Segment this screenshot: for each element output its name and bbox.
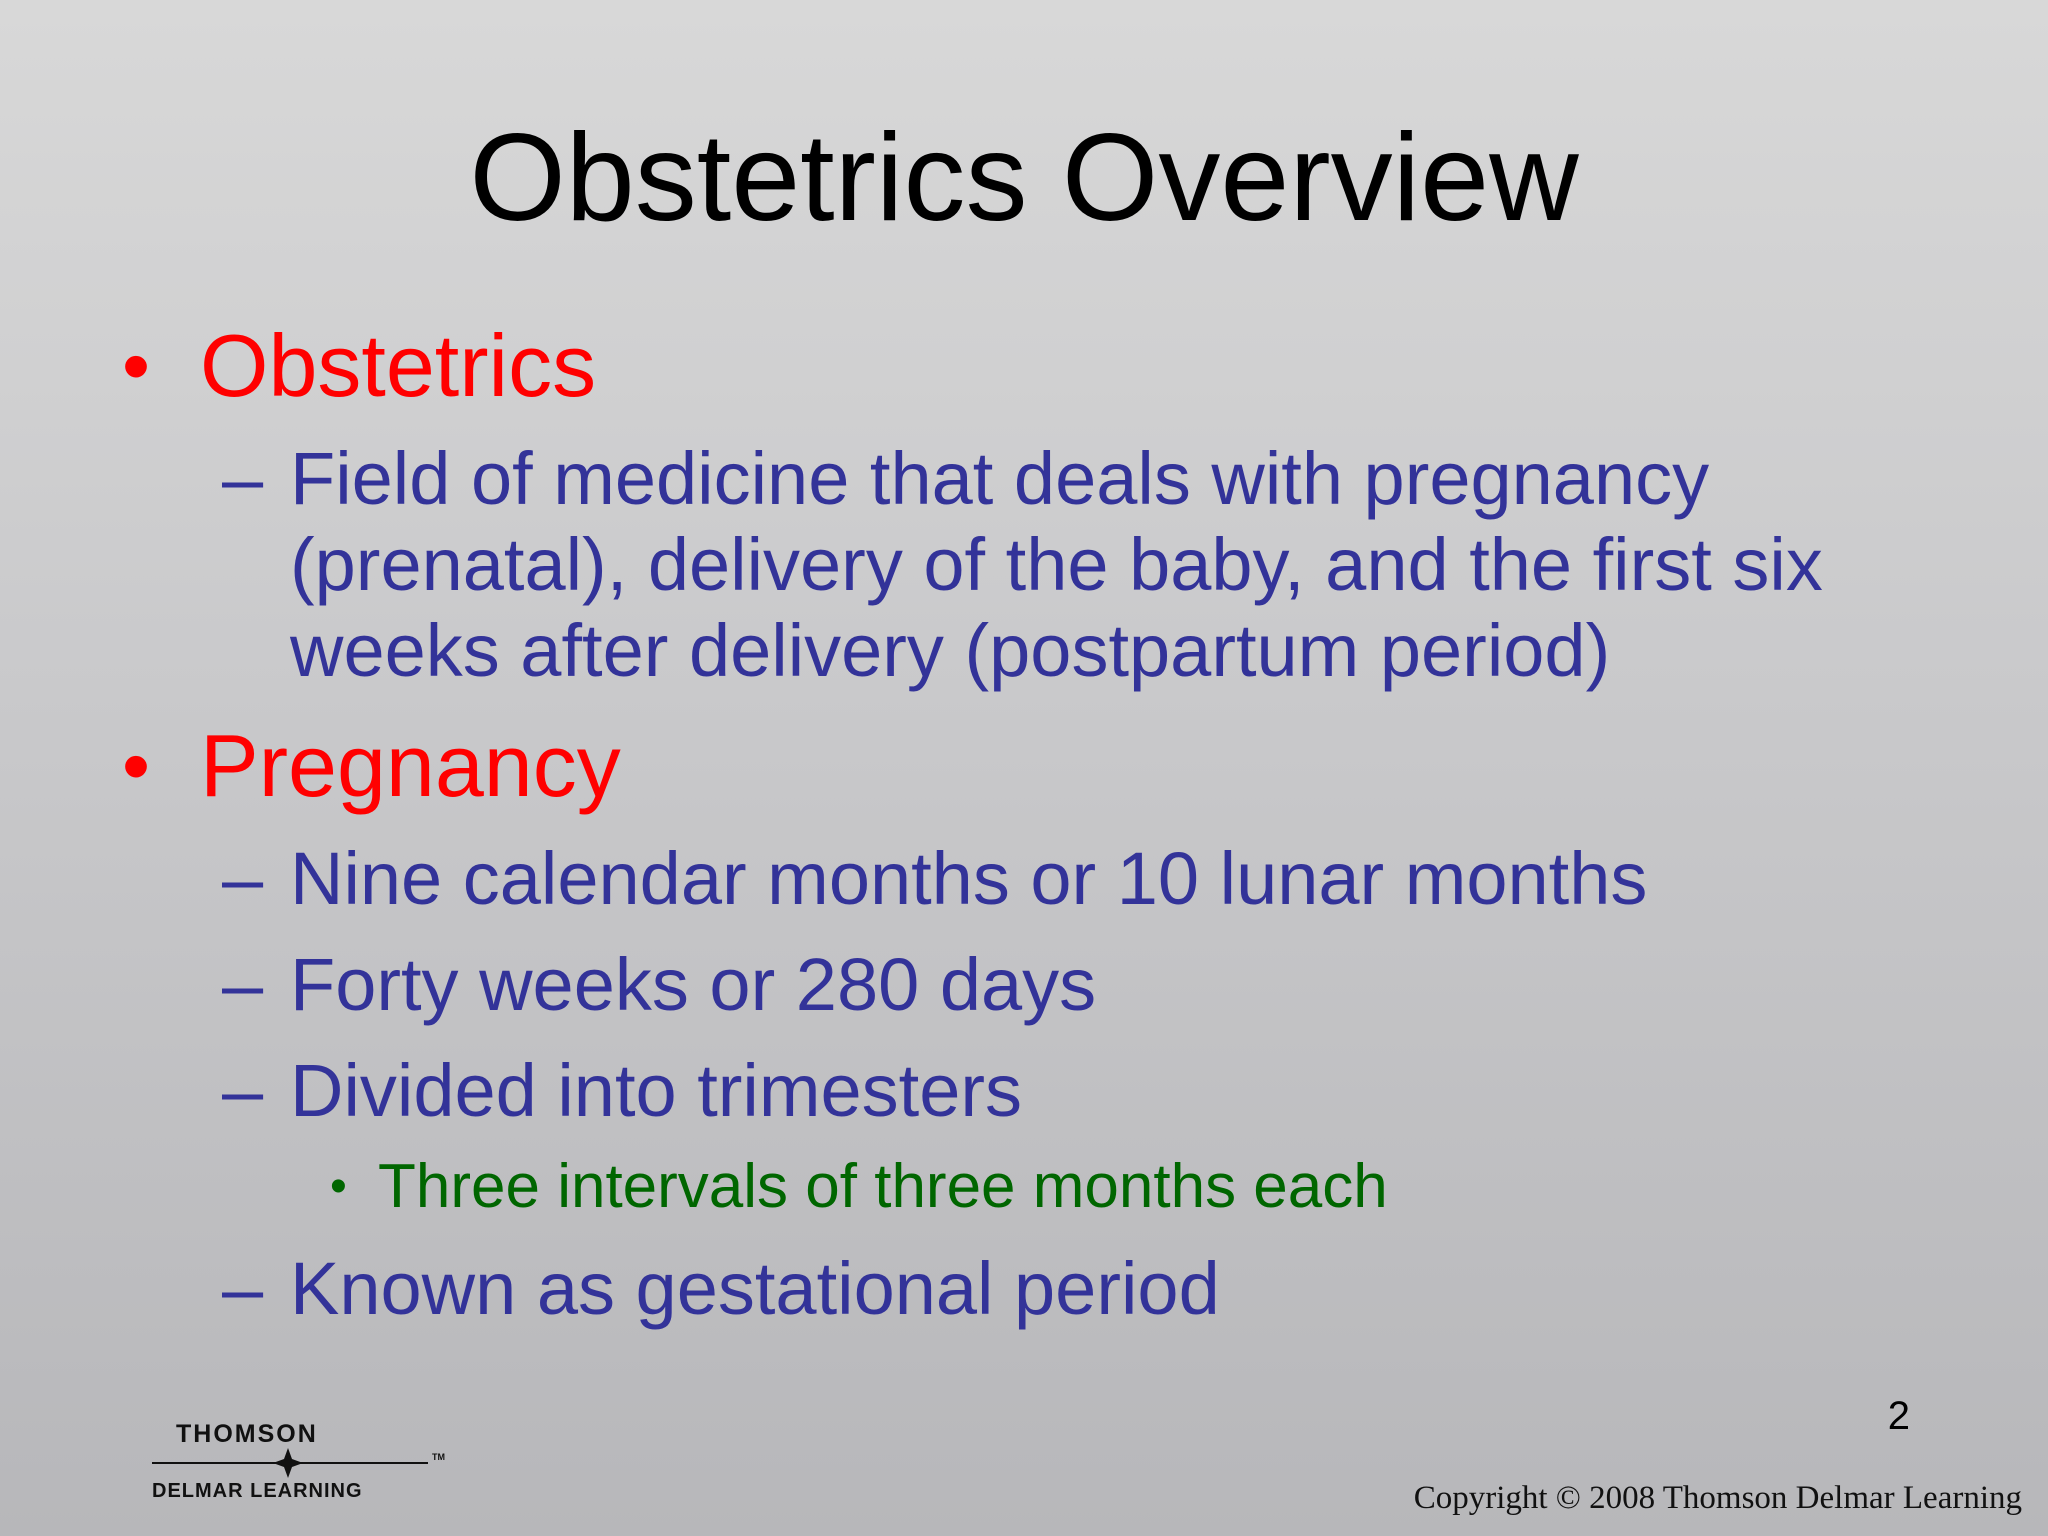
bullet-text: Obstetrics [200, 316, 597, 415]
bullet-text: Pregnancy [200, 716, 621, 815]
page-number: 2 [1887, 1394, 1910, 1438]
slide-title: Obstetrics Overview [469, 109, 1579, 247]
thomson-delmar-logo: THOMSON TM DELMAR LEARNING [152, 1420, 445, 1502]
sub-sub-item-text: Three intervals of three months each [378, 1152, 1388, 1221]
bullet-marker: • [122, 321, 151, 410]
sub-item-text: Known as gestational period [290, 1247, 1220, 1330]
logo-line-2: DELMAR LEARNING [152, 1480, 363, 1502]
logo-line-1: THOMSON [176, 1420, 318, 1448]
star-icon [273, 1448, 303, 1478]
dash-marker: – [222, 1247, 264, 1330]
sub-item-text: Forty weeks or 280 days [290, 943, 1097, 1026]
dash-marker: – [222, 837, 264, 920]
logo-trademark: TM [432, 1452, 445, 1462]
dash-marker: – [222, 437, 264, 520]
sub-item-text: Divided into trimesters [290, 1049, 1023, 1132]
dash-marker: – [222, 1049, 264, 1132]
dash-marker: – [222, 943, 264, 1026]
bullet-marker: • [122, 721, 151, 810]
sub-item-text: Nine calendar months or 10 lunar months [290, 837, 1648, 920]
sub-item-text: Field of medicine that deals with pregna… [290, 437, 1823, 692]
bullet-marker: • [330, 1160, 347, 1213]
copyright-notice: Copyright © 2008 Thomson Delmar Learning [1413, 1480, 2022, 1516]
